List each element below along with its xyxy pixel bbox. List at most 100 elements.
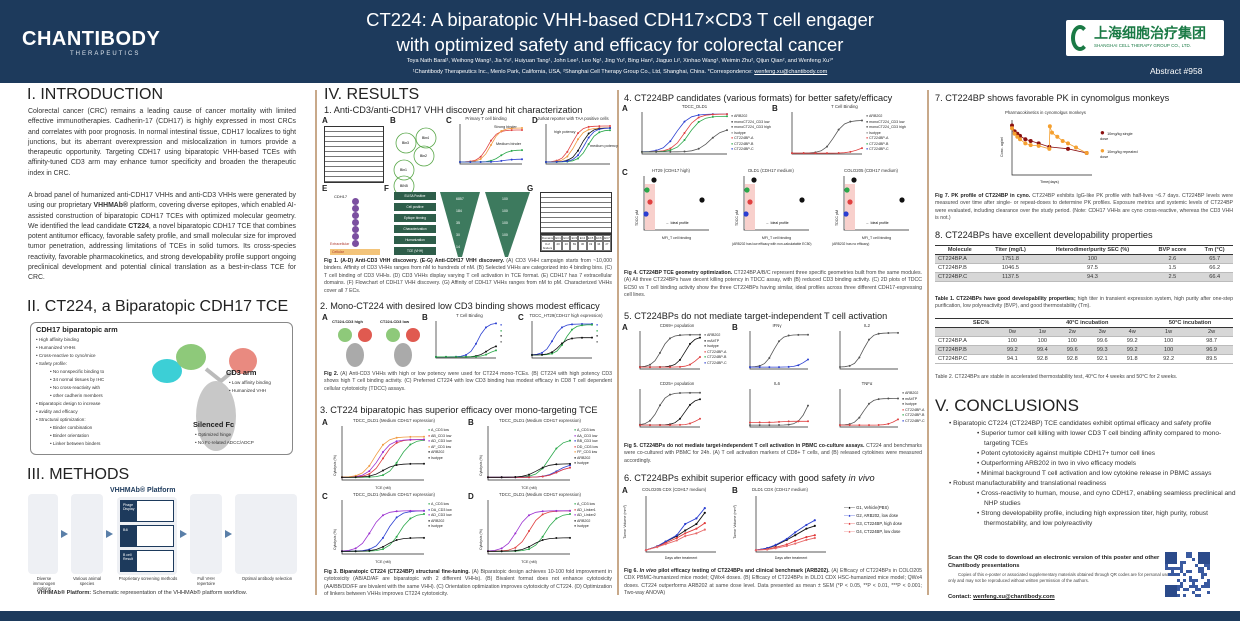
legend-marker-icon: ● <box>731 119 735 124</box>
data-point <box>807 333 809 336</box>
qr-module <box>1204 585 1207 588</box>
legend-marker-icon: ● <box>902 418 906 423</box>
data-point <box>500 154 503 157</box>
scatter-point <box>847 199 853 205</box>
y-axis-label: TDCC pM <box>635 210 639 226</box>
table-cell: 96.9 <box>1190 345 1233 355</box>
conclusion-item: Biparatopic CT224 (CT224BP) TCE candidat… <box>946 419 1236 429</box>
data-point <box>703 521 706 525</box>
legend-label: Isotype <box>431 455 443 460</box>
list-item: Linker between binders <box>36 440 104 448</box>
data-point <box>656 546 659 549</box>
legend-item: ● Isotype <box>866 131 906 137</box>
table-cell: CT224BP.A <box>935 254 985 264</box>
table-cell: 99.2 <box>1117 336 1148 346</box>
data-point <box>528 530 530 533</box>
qr-module <box>1171 573 1174 576</box>
poster-title-line2: with optimized safety and efficacy for c… <box>396 34 844 55</box>
step-label: Optimal antibody selection <box>241 576 293 581</box>
qr-module <box>1171 570 1174 573</box>
legend-label: AD_Linker1 <box>576 507 596 512</box>
column-header: Tm (°C) <box>1196 245 1233 255</box>
legend-marker-icon: ● <box>866 114 869 118</box>
data-point <box>510 158 513 161</box>
data-point <box>409 438 412 441</box>
figure-2-caption: Fig 2. (A) Anti-CD3 VHHs with high or lo… <box>324 371 612 393</box>
legend-item: ● CT224BP-A <box>902 408 925 414</box>
qr-module <box>1186 588 1189 591</box>
data-point <box>659 404 661 407</box>
data-point <box>758 424 761 427</box>
scatter-point <box>799 197 805 203</box>
data-point <box>697 121 700 124</box>
step-label: Full VHH repertoire <box>196 576 216 586</box>
column-group-header: 40°C incubation <box>1027 318 1148 328</box>
legend-item: ● A_CD3 low <box>574 428 598 434</box>
data-point <box>802 152 805 155</box>
list-item: 34 normal tissues by IHC <box>36 376 104 384</box>
correspondence-email[interactable]: wenfeng.xu@chantibody.com <box>754 69 828 75</box>
qr-code[interactable] <box>1165 552 1211 598</box>
data-point <box>675 536 678 540</box>
panel-title: COLO205 (CDH17 medium) <box>844 168 898 173</box>
axes <box>531 321 592 359</box>
membrane <box>330 249 380 255</box>
data-point <box>500 547 503 550</box>
data-point <box>787 423 790 426</box>
contact-email[interactable]: wenfeng.xu@chantibody.com <box>973 594 1055 600</box>
data-point <box>848 364 851 367</box>
legend-item: ● AD_CD3 low <box>428 513 452 519</box>
legend-marker-icon: ● <box>500 328 503 333</box>
data-point <box>495 349 497 352</box>
data-point <box>569 536 571 539</box>
data-point <box>510 127 513 130</box>
section-5-title: 5. CT224BPs do not mediate target-indepe… <box>624 311 888 321</box>
data-point <box>699 355 701 358</box>
caption-bold: Table 1. CT224BPs have good developabili… <box>935 296 1076 302</box>
qr-module <box>1207 585 1210 588</box>
legend-item: ● ARB202 <box>866 114 906 120</box>
legend: ● ARB202 ● monoCT224_CD3 low ● monoCT224_C… <box>866 114 906 153</box>
qr-module <box>1183 561 1186 564</box>
legend-label: AA_CD3 low <box>576 433 598 438</box>
data-point <box>794 542 797 545</box>
qr-module <box>1171 594 1174 597</box>
panel-letter: A <box>322 116 328 125</box>
data-point <box>726 115 728 118</box>
figure-3: A TDCC_DLD1 (Medium CDH17 expression) ● A_… <box>322 418 614 566</box>
axes <box>839 389 898 428</box>
legend-marker-icon: ● <box>428 502 431 506</box>
qr-module <box>1171 585 1174 588</box>
partner-name-cn: 上海细胞治疗集团 <box>1094 25 1206 41</box>
ct224-structure-box: CDH17 biparatopic arm High affinity bind… <box>30 322 293 455</box>
data-point <box>649 366 651 369</box>
column-divider <box>315 90 317 595</box>
data-point <box>569 464 571 467</box>
data-point <box>675 534 678 537</box>
legend-item: ● mAbTP <box>704 339 727 345</box>
axes <box>639 389 700 428</box>
data-point <box>794 534 797 537</box>
data-point <box>382 443 384 446</box>
column-group-header: SEC% <box>935 318 1028 328</box>
data-point <box>1010 123 1014 128</box>
ideal-region <box>845 184 855 230</box>
plot-area <box>843 176 909 231</box>
data-point <box>409 435 412 438</box>
scatter-point <box>651 177 657 183</box>
arrow-icon <box>61 530 68 538</box>
legend-item: ● <box>500 329 502 335</box>
data-point <box>510 129 513 132</box>
legend-item: ● AD_Linker1 <box>574 508 596 514</box>
legend-item: ● monoCT224_CD3 high <box>866 125 906 131</box>
data-point <box>749 366 751 369</box>
data-point <box>683 132 686 134</box>
activation-plot: B IFNγ <box>732 323 822 379</box>
qr-module <box>1207 567 1210 570</box>
legend-marker-icon: ● <box>596 328 599 333</box>
flow-step: Epitope binning <box>394 214 436 222</box>
panel-title: TDCC_DLD1 (Medium CDH17 expression) <box>353 492 435 497</box>
data-point <box>368 472 371 475</box>
qr-module <box>1174 561 1177 564</box>
table-cell: EC4 <box>578 235 587 241</box>
